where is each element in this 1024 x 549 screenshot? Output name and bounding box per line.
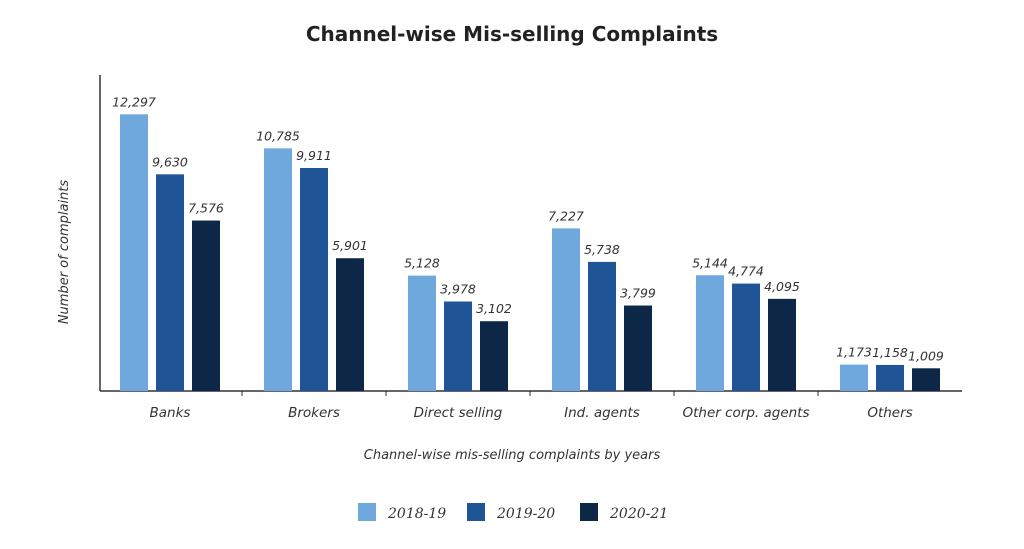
legend-label: 2018-19	[387, 506, 446, 522]
bar	[588, 261, 616, 391]
category-label: Others	[867, 405, 912, 421]
bar	[696, 275, 724, 391]
data-label: 4,095	[764, 279, 800, 294]
data-label: 7,576	[188, 201, 224, 216]
data-label: 4,774	[728, 264, 764, 279]
legend-label: 2020-21	[609, 506, 668, 522]
bar	[192, 220, 220, 391]
data-label: 5,738	[584, 242, 620, 257]
category-label: Direct selling	[414, 405, 503, 421]
data-label: 9,630	[152, 154, 188, 169]
legend-swatch	[580, 503, 598, 521]
category-label: Ind. agents	[564, 405, 640, 421]
bar	[552, 228, 580, 391]
bar	[624, 305, 652, 391]
legend: 2018-19 2019-20 2020-21	[358, 503, 668, 522]
bar	[408, 275, 436, 391]
bar	[732, 283, 760, 391]
category-label: Other corp. agents	[682, 405, 809, 421]
bar	[336, 258, 364, 391]
bar	[264, 148, 292, 391]
legend-swatch	[358, 503, 376, 521]
data-label: 1,173	[836, 345, 872, 360]
data-label: 5,901	[332, 238, 368, 253]
data-label: 5,144	[692, 255, 728, 270]
category-label: Banks	[150, 405, 191, 421]
bar	[480, 321, 508, 391]
data-label: 3,978	[440, 281, 476, 296]
bar	[444, 301, 472, 391]
data-label: 1,158	[872, 345, 908, 360]
y-axis-label: Number of complaints	[57, 180, 72, 325]
x-axis-label: Channel-wise mis-selling complaints by y…	[364, 448, 661, 463]
legend-label: 2019-20	[496, 506, 555, 522]
data-label: 1,009	[908, 348, 944, 363]
data-label: 3,102	[476, 301, 512, 316]
data-label: 3,799	[620, 286, 656, 301]
data-label: 5,128	[404, 256, 440, 271]
data-label: 7,227	[548, 208, 584, 223]
data-label: 12,297	[112, 94, 156, 109]
bar	[912, 368, 940, 391]
category-label: Brokers	[288, 405, 340, 421]
bar	[120, 114, 148, 391]
legend-swatch	[467, 503, 485, 521]
bar	[840, 364, 868, 391]
chart-title: Channel-wise Mis-selling Complaints	[306, 22, 718, 46]
bar	[876, 364, 904, 391]
bar	[768, 298, 796, 391]
bar	[156, 174, 184, 391]
bar	[300, 168, 328, 391]
data-label: 10,785	[256, 128, 300, 143]
data-label: 9,911	[296, 148, 332, 163]
